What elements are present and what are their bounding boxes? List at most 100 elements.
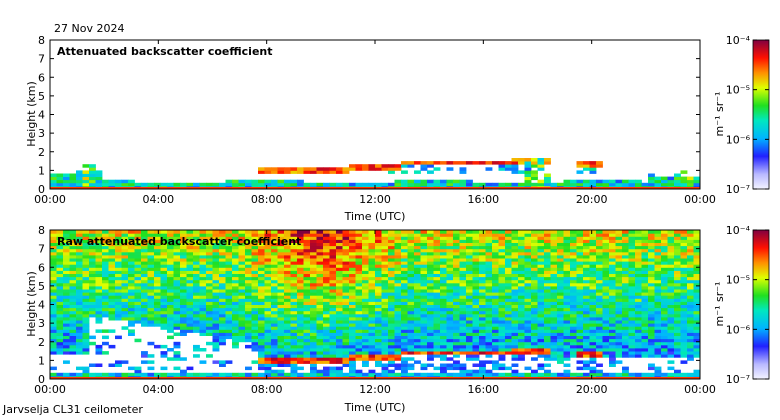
- heatmap-cell: [511, 270, 519, 274]
- heatmap-cell: [544, 332, 551, 336]
- heatmap-cell: [505, 307, 512, 312]
- heatmap-cell: [134, 298, 142, 302]
- heatmap-cell: [173, 236, 181, 240]
- heatmap-cell: [440, 295, 447, 299]
- heatmap-cell: [375, 307, 382, 312]
- heatmap-cell: [557, 242, 564, 247]
- heatmap-cell: [609, 251, 616, 256]
- heatmap-cell: [375, 341, 382, 346]
- heatmap-cell: [693, 354, 701, 358]
- heatmap-cell: [518, 258, 525, 262]
- heatmap-cell: [212, 239, 220, 243]
- heatmap-cell: [277, 258, 285, 262]
- heatmap-cell: [440, 264, 447, 268]
- heatmap-cell: [160, 248, 168, 253]
- heatmap-cell: [108, 304, 116, 309]
- heatmap-cell: [258, 323, 265, 327]
- heatmap-cell: [206, 239, 213, 243]
- heatmap-cell: [115, 335, 122, 340]
- colorbar-ticks-1: 10⁻⁷10⁻⁶10⁻⁵10⁻⁴: [726, 34, 769, 196]
- heatmap-cell: [102, 310, 109, 315]
- heatmap-cell: [238, 273, 246, 278]
- heatmap-cell: [648, 236, 655, 240]
- heatmap-cell: [511, 248, 519, 253]
- heatmap-cell: [310, 233, 317, 237]
- heatmap-cell: [505, 230, 512, 234]
- heatmap-cell: [180, 292, 187, 296]
- heatmap-cell: [245, 323, 252, 327]
- x-tick-label: 04:00: [142, 383, 174, 396]
- heatmap-cell: [277, 323, 285, 327]
- heatmap-cell: [576, 170, 584, 174]
- heatmap-cell: [394, 239, 402, 243]
- heatmap-cell: [316, 323, 324, 327]
- heatmap-cell: [589, 255, 597, 259]
- heatmap-cell: [479, 326, 486, 330]
- heatmap-cell: [576, 182, 584, 187]
- heatmap-cell: [141, 251, 148, 256]
- heatmap-cell: [82, 233, 90, 237]
- heatmap-cell: [596, 239, 603, 243]
- heatmap-cell: [602, 258, 610, 262]
- heatmap-cell: [212, 338, 220, 343]
- heatmap-cell: [245, 233, 252, 237]
- heatmap-cell: [453, 326, 460, 330]
- heatmap-cell: [258, 264, 265, 268]
- heatmap-cell: [323, 279, 330, 284]
- heatmap-cell: [290, 258, 298, 262]
- heatmap-cell: [134, 276, 142, 281]
- heatmap-cell: [128, 276, 135, 281]
- heatmap-cell: [199, 307, 207, 312]
- heatmap-cell: [609, 286, 616, 290]
- heatmap-cell: [323, 357, 330, 361]
- heatmap-cell: [271, 372, 278, 377]
- heatmap-cell: [466, 292, 473, 296]
- heatmap-cell: [69, 289, 77, 293]
- heatmap-cell: [622, 258, 629, 262]
- heatmap-cell: [472, 273, 480, 278]
- heatmap-cell: [82, 248, 90, 253]
- heatmap-cell: [420, 230, 428, 234]
- heatmap-cell: [537, 310, 545, 315]
- x-tick-label: 00:00: [34, 193, 66, 206]
- heatmap-cell: [297, 251, 304, 256]
- heatmap-cell: [284, 335, 291, 340]
- heatmap-cell: [407, 310, 415, 315]
- heatmap-cell: [160, 245, 168, 250]
- heatmap-cell: [232, 341, 239, 346]
- heatmap-cell: [108, 329, 116, 333]
- heatmap-cell: [589, 317, 597, 321]
- heatmap-cell: [102, 273, 109, 278]
- heatmap-cell: [95, 270, 103, 274]
- heatmap-cell: [427, 295, 434, 299]
- heatmap-cell: [323, 354, 330, 358]
- heatmap-cell: [329, 320, 337, 324]
- heatmap-cell: [186, 317, 194, 321]
- heatmap-cell: [63, 233, 70, 237]
- heatmap-cell: [661, 351, 668, 355]
- heatmap-cell: [550, 372, 558, 377]
- heatmap-cell: [414, 161, 421, 165]
- heatmap-cell: [550, 304, 558, 309]
- heatmap-cell: [485, 369, 493, 374]
- heatmap-cell: [407, 276, 415, 281]
- heatmap-cell: [50, 301, 57, 305]
- heatmap-cell: [258, 295, 265, 299]
- heatmap-cell: [147, 295, 155, 299]
- heatmap-cell: [453, 286, 460, 290]
- heatmap-cell: [50, 264, 57, 268]
- heatmap-cell: [310, 170, 317, 174]
- heatmap-cell: [654, 298, 662, 302]
- heatmap-cell: [505, 351, 512, 355]
- heatmap-cell: [238, 307, 246, 312]
- heatmap-cell: [576, 242, 584, 247]
- heatmap-cell: [394, 179, 402, 184]
- heatmap-cell: [102, 329, 109, 333]
- heatmap-cell: [427, 298, 434, 302]
- heatmap-cell: [323, 320, 330, 324]
- heatmap-cell: [342, 248, 350, 253]
- heatmap-cell: [433, 236, 441, 240]
- heatmap-cell: [219, 236, 226, 240]
- heatmap-cell: [381, 354, 389, 358]
- heatmap-cell: [654, 341, 662, 346]
